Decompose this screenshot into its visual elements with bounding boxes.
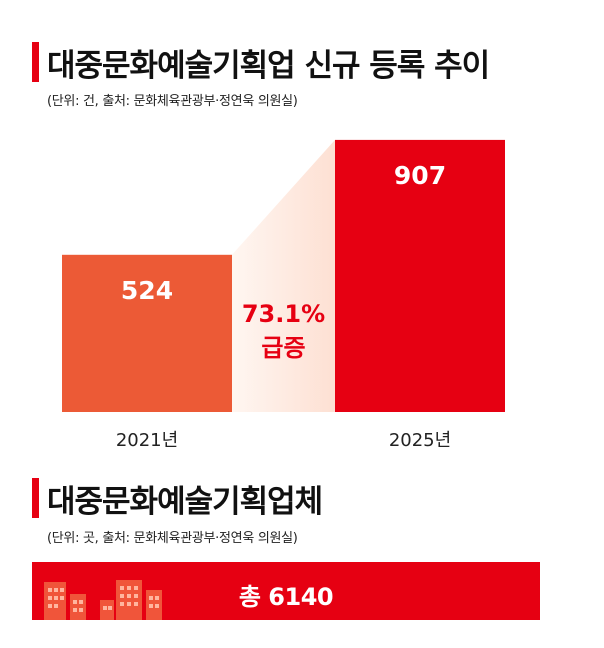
category-label-1: 2021년 (116, 430, 178, 451)
growth-connector (232, 139, 335, 412)
category-label-2: 2025년 (389, 430, 451, 451)
bar-value-label-1: 524 (121, 276, 173, 305)
growth-rate-annotation: 73.1% (242, 300, 325, 328)
total-count-label: 총 6140 (238, 583, 334, 611)
bar-2 (335, 139, 505, 412)
title-accent-bar (32, 42, 39, 82)
total-band: 총 6140 (32, 562, 540, 620)
section1-title: 대중문화예술기획업 신규 등록 추이 (47, 48, 490, 84)
bar-value-label-2: 907 (394, 161, 446, 190)
growth-annotation-text: 급증 (261, 334, 305, 362)
bar-1 (62, 254, 232, 412)
section1-subtitle: (단위: 건, 출처: 문화체육관광부·정연욱 의원실) (47, 94, 298, 109)
buildings-icon (44, 572, 164, 620)
registration-bar-chart: 524 2021년 907 2025년 73.1% 급증 (62, 139, 505, 451)
title-accent-bar-2 (32, 478, 39, 518)
section2-subtitle: (단위: 곳, 출처: 문화체육관광부·정연욱 의원실) (47, 531, 298, 546)
section2-title: 대중문화예술기획업체 (47, 484, 323, 520)
